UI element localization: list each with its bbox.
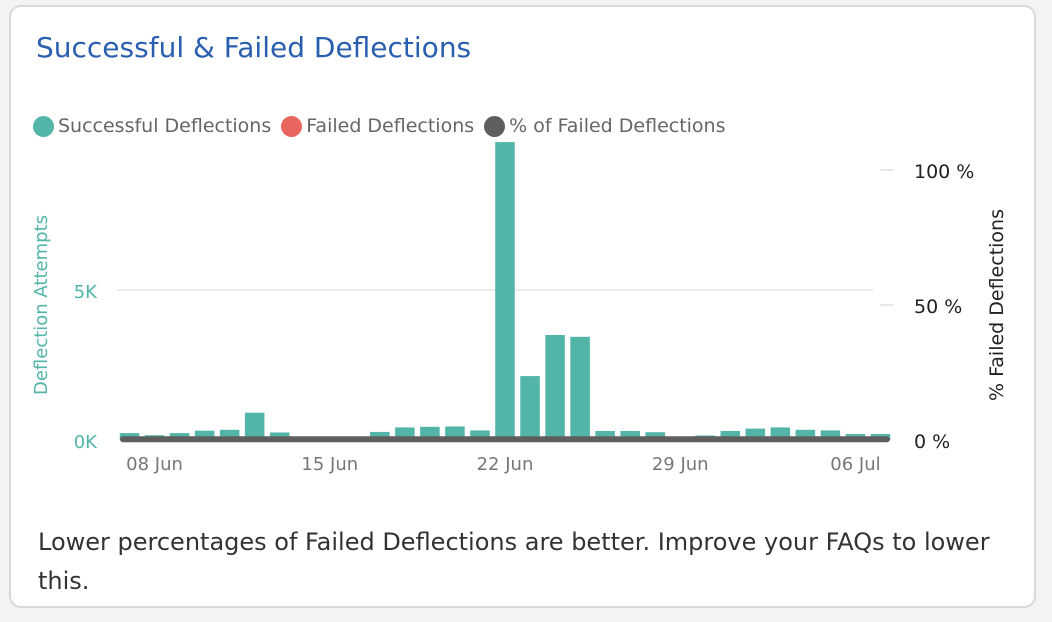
y-left-tick-label: 0K [74,432,98,453]
x-tick-label: 08 Jun [126,454,183,475]
legend-dot-failed [281,115,303,137]
x-tick-label: 15 Jun [301,454,358,475]
chart-legend: Successful Deflections Failed Deflection… [33,115,736,137]
bar-successful[interactable] [520,376,540,440]
legend-item-successful[interactable]: Successful Deflections [33,115,271,137]
y-left-tick-label: 5K [74,282,98,303]
legend-label-successful: Successful Deflections [58,115,272,137]
bar-successful[interactable] [745,428,766,440]
bar-successful[interactable] [244,412,265,440]
bar-successful[interactable] [219,429,240,440]
bar-successful[interactable] [595,431,615,440]
bar-successful[interactable] [820,430,841,440]
bar-successful[interactable] [545,335,565,440]
y-right-tick-label: 50 % [914,296,962,318]
bars [119,142,891,441]
y-left-axis-title: Deflection Attempts [31,215,52,395]
x-tick-label: 29 Jun [652,454,709,475]
legend-item-percent-failed[interactable]: % of Failed Deflections [484,115,726,137]
bar-successful[interactable] [194,430,215,440]
x-tick-label: 22 Jun [477,454,534,475]
legend-dot-successful [33,115,54,137]
chart-card: Successful & Failed Deflections Successf… [9,5,1036,608]
bar-successful[interactable] [795,429,816,440]
axes: 0K 5K 0 % 50 % 100 % Deflection Attempts % Fai… [31,161,1008,475]
bar-successful[interactable] [720,431,741,440]
y-right-tick-label: 100 % [914,161,974,183]
bar-successful[interactable] [620,431,640,440]
chart-caption: Lower percentages of Failed Deflections … [38,528,990,595]
bar-successful[interactable] [645,432,665,440]
card-title: Successful & Failed Deflections [36,31,472,64]
legend-label-failed: Failed Deflections [306,115,475,137]
legend-item-failed[interactable]: Failed Deflections [281,115,474,137]
bar-successful[interactable] [370,431,390,440]
bar-successful[interactable] [269,432,290,441]
bar-successful[interactable] [470,430,490,440]
bar-successful[interactable] [495,142,515,440]
y-right-axis-title: % Failed Deflections [986,209,1008,401]
x-tick-label: 06 Jul [830,454,880,475]
bar-successful[interactable] [570,336,590,440]
legend-label-percent-failed: % of Failed Deflections [509,115,726,137]
y-right-tick-label: 0 % [914,431,950,453]
legend-dot-percent-failed [484,115,506,137]
